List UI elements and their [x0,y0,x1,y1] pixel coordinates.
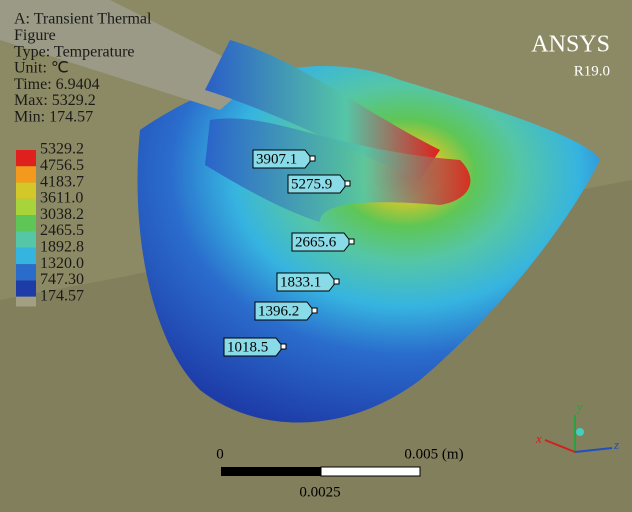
legend-label: 4756.5 [40,157,84,174]
header-line: Unit: ℃ [14,60,69,77]
legend-swatch [16,215,36,231]
probe-point [349,239,354,244]
legend-swatch [16,280,36,296]
scale-middle: 0.0025 [299,484,340,500]
viewport: A: Transient ThermalFigureType: Temperat… [0,0,632,512]
scale-start: 0 [216,446,224,462]
legend-label: 2465.5 [40,222,84,239]
header-line: Min: 174.57 [14,108,93,125]
scale-segment [221,467,321,476]
legend-swatch [16,297,36,307]
logo-name: ANSYS [531,32,610,58]
header-line: Type: Temperature [14,43,135,60]
probe-label: 1018.5 [227,339,268,355]
y-label: y [575,399,583,414]
legend: 5329.24756.54183.73611.03038.22465.51892… [16,141,84,307]
header-line: Figure [14,27,56,44]
probe-point [281,344,286,349]
scale-end: 0.005 (m) [404,446,463,462]
triad-sphere [576,428,584,436]
probe-point [312,308,317,313]
logo-version: R19.0 [574,63,610,79]
legend-label: 3611.0 [40,190,83,207]
legend-swatch [16,183,36,199]
legend-label: 4183.7 [40,173,84,190]
legend-swatch [16,166,36,182]
probe-label: 5275.9 [291,176,332,192]
legend-label: 1892.8 [40,238,84,255]
legend-label: 5329.2 [40,141,84,158]
header-line: Time: 6.9404 [14,76,100,93]
legend-swatch [16,232,36,248]
legend-swatch [16,150,36,166]
probe-label: 1833.1 [280,274,321,290]
legend-label: 1320.0 [40,255,84,272]
probe-label: 3907.1 [256,151,297,167]
probe-label: 1396.2 [258,303,299,319]
scale-segment [321,467,420,476]
header-line: A: Transient Thermal [14,11,152,28]
legend-label: 747.30 [40,271,84,288]
probe-point [334,279,339,284]
legend-swatch [16,264,36,280]
legend-label: 174.57 [40,287,84,304]
x-label: x [535,431,542,446]
probe-label: 2665.6 [295,234,337,250]
legend-swatch [16,199,36,215]
header-line: Max: 5329.2 [14,92,96,109]
z-label: z [613,437,619,452]
probe-point [310,156,315,161]
legend-label: 3038.2 [40,206,84,223]
legend-swatch [16,248,36,264]
probe-point [345,181,350,186]
